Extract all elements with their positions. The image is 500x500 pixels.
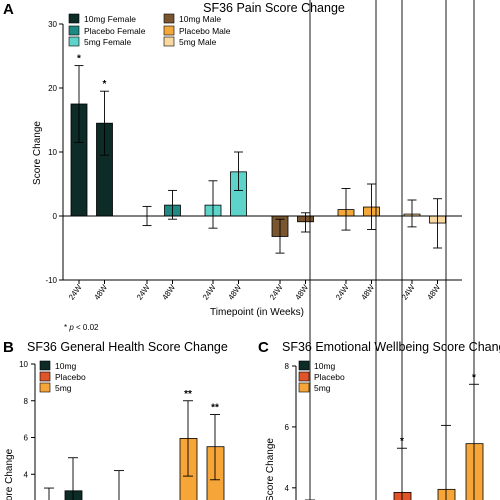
y-tick-label: 8 bbox=[24, 397, 29, 406]
y-tick-label: 6 bbox=[285, 423, 290, 432]
legend-label: 5mg bbox=[55, 383, 72, 393]
legend-swatch bbox=[39, 371, 51, 382]
legend-label: 10mg Male bbox=[179, 14, 221, 24]
legend-label: 10mg bbox=[55, 361, 77, 371]
legend-label: Placebo bbox=[314, 372, 345, 382]
panel-b-y-ticks: 4 6 8 10 bbox=[19, 360, 35, 479]
significance-star: ** bbox=[184, 389, 192, 400]
x-tick-label: 24W bbox=[135, 283, 152, 302]
bar bbox=[206, 446, 225, 500]
panel-c: C SF36 Emotional Wellbeing Score Change … bbox=[258, 0, 500, 500]
x-tick-label: 48W bbox=[160, 283, 177, 302]
panel-a-y-ticks: -10 0 10 20 30 bbox=[45, 20, 63, 285]
y-tick-label: 20 bbox=[48, 84, 57, 93]
legend-label: Placebo Male bbox=[179, 26, 231, 36]
panel-b-title: SF36 General Health Score Change bbox=[27, 340, 228, 354]
x-tick-label: 24W bbox=[201, 283, 218, 302]
x-tick-label: 48W bbox=[293, 283, 310, 302]
y-tick-label: 4 bbox=[24, 470, 29, 479]
legend-label: Placebo bbox=[55, 372, 86, 382]
legend-swatch bbox=[39, 382, 51, 393]
panel-a-footnote: * p < 0.02 bbox=[64, 323, 99, 332]
x-tick-label: 48W bbox=[92, 283, 109, 302]
x-tick-label: 24W bbox=[334, 283, 351, 302]
legend-swatch bbox=[163, 25, 175, 36]
legend-swatch bbox=[68, 36, 80, 47]
panel-a-title: SF36 Pain Score Change bbox=[203, 1, 345, 15]
significance-star: ** bbox=[211, 403, 219, 414]
y-tick-label: 8 bbox=[285, 362, 290, 371]
panel-c-y-axis-title: Score Change bbox=[265, 438, 276, 500]
x-tick-label: 24W bbox=[268, 283, 285, 302]
panel-a-x-axis-title: Timepoint (in Weeks) bbox=[210, 307, 304, 318]
legend-swatch bbox=[163, 36, 175, 47]
legend-label: 5mg Male bbox=[179, 37, 217, 47]
panel-b-letter: B bbox=[3, 339, 14, 356]
legend-label: 10mg Female bbox=[84, 14, 136, 24]
legend-swatch bbox=[68, 25, 80, 36]
footnote-prefix: * bbox=[64, 323, 69, 332]
significance-star: * bbox=[472, 372, 476, 383]
bar bbox=[179, 438, 198, 500]
bar bbox=[393, 491, 412, 500]
panel-c-y-ticks: 4 6 8 bbox=[285, 362, 296, 493]
x-tick-label: 48W bbox=[226, 283, 243, 302]
panel-b-bars: ** ** bbox=[44, 389, 225, 500]
y-tick-label: 10 bbox=[19, 360, 28, 369]
legend-swatch bbox=[163, 13, 175, 24]
legend-swatch bbox=[68, 13, 80, 24]
panel-b-y-axis-title: ore Change bbox=[4, 448, 15, 500]
legend-label: 10mg bbox=[314, 361, 336, 371]
legend-swatch bbox=[298, 360, 310, 371]
significance-star: * bbox=[400, 436, 404, 447]
y-tick-label: 30 bbox=[48, 20, 57, 29]
legend-swatch bbox=[39, 360, 51, 371]
panel-c-letter: C bbox=[258, 339, 269, 356]
bar bbox=[64, 490, 83, 500]
legend-label: 5mg Female bbox=[84, 37, 132, 47]
panel-c-bars: ** bbox=[305, 0, 484, 500]
bar bbox=[465, 443, 484, 500]
y-tick-label: 10 bbox=[48, 148, 57, 157]
significance-star: * bbox=[77, 54, 81, 65]
x-tick-label: 48W bbox=[425, 283, 442, 302]
panel-a-axes bbox=[62, 24, 462, 280]
panel-a-y-axis-title: Score Change bbox=[32, 121, 43, 185]
legend-swatch bbox=[298, 382, 310, 393]
y-tick-label: 4 bbox=[285, 484, 290, 493]
y-tick-label: 0 bbox=[53, 212, 58, 221]
x-tick-label: 48W bbox=[359, 283, 376, 302]
panel-b: B SF36 General Health Score Change ore C… bbox=[3, 339, 228, 500]
x-tick-label: 24W bbox=[67, 283, 84, 302]
legend-label: 5mg bbox=[314, 383, 331, 393]
panel-c-title: SF36 Emotional Wellbeing Score Change bbox=[282, 340, 500, 354]
footnote-p: p bbox=[68, 323, 74, 332]
legend-swatch bbox=[298, 371, 310, 382]
panel-a: A SF36 Pain Score Change Score Change Ti… bbox=[3, 1, 462, 332]
y-tick-label: 6 bbox=[24, 434, 29, 443]
footnote-suffix: < 0.02 bbox=[74, 323, 99, 332]
legend-label: Placebo Female bbox=[84, 26, 146, 36]
bar bbox=[437, 488, 456, 500]
y-tick-label: -10 bbox=[45, 276, 57, 285]
panel-a-bars: ** bbox=[70, 54, 446, 254]
significance-star: * bbox=[103, 79, 107, 90]
panel-a-letter: A bbox=[3, 1, 14, 18]
